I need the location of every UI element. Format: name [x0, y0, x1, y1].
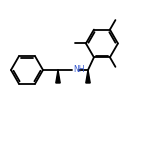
Text: NH: NH: [73, 65, 85, 74]
Polygon shape: [86, 70, 90, 83]
Polygon shape: [56, 70, 60, 83]
